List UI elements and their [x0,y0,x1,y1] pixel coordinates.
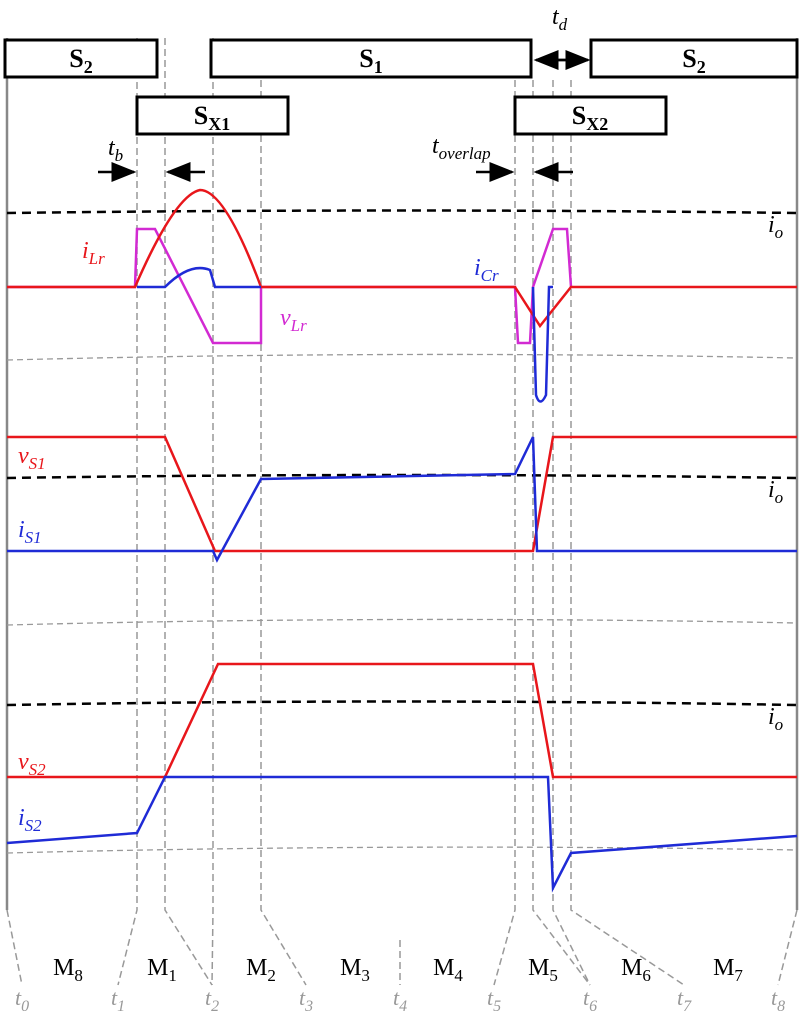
signal-label: iS2 [18,805,42,835]
interval-label: toverlap [432,133,491,163]
separator [6,353,798,361]
time-label-main: t [583,985,590,1010]
time-label: t6 [583,985,597,1015]
time-labels: t0 t1 t2 t3 t4 t5 t6 t7 t8 [15,985,785,1015]
iS2-wave [6,775,798,893]
mode-label-main: M [53,955,74,981]
mode-label: M1 [147,955,177,985]
signal-label: io [768,704,783,734]
time-label: t4 [393,985,407,1015]
vS2-wave [7,662,797,779]
mode-labels: M8 M1 M2 M3 M4 M5 M6 M7 [53,955,743,985]
vS1-wave [7,435,797,553]
time-label-sub: 0 [21,998,29,1015]
mode-label-sub: 2 [267,966,276,985]
mode-label: M2 [246,955,276,985]
time-label: t5 [487,985,501,1015]
iLr-wave [7,188,797,329]
mode-label: M6 [621,955,651,985]
mode-label-sub: 4 [454,966,463,985]
signal-label: io [768,212,783,242]
iCr-wave [137,266,553,403]
interval-arrows [98,50,591,182]
separator [6,846,798,854]
time-label-sub: 7 [683,998,692,1015]
mode-label-main: M [340,955,361,981]
time-dividers [6,38,798,986]
mode-label: M5 [528,955,558,985]
time-label: t0 [15,985,29,1015]
mode-label-main: M [528,955,549,981]
time-label-sub: 6 [589,998,597,1015]
switch-box [209,38,533,79]
time-label-sub: 1 [117,998,125,1015]
signal-label: iS1 [18,517,42,547]
iS1-wave [7,436,797,563]
mode-label: M4 [433,955,463,985]
time-label-main: t [205,985,212,1010]
switch-box [135,95,290,136]
time-label-main: t [771,985,778,1010]
switch-label: S2 [682,44,705,77]
switch-box [513,95,668,136]
time-label-sub: 3 [304,998,313,1015]
signal-label: vS1 [18,443,46,473]
time-label: t1 [111,985,125,1015]
mode-label: M7 [713,955,743,985]
switch-label: S2 [69,44,92,77]
io-line [6,209,798,215]
signal-label: vS2 [18,749,46,779]
time-label-sub: 5 [493,998,501,1015]
signal-label: vLr [280,305,307,335]
mode-label-sub: 3 [361,966,370,985]
time-label-main: t [487,985,494,1010]
time-label-main: t [15,985,22,1010]
time-label-main: t [393,985,400,1010]
signal-label: iCr [474,255,499,285]
time-label-sub: 2 [211,998,219,1015]
mode-label-sub: 1 [168,966,177,985]
interval-label: td [552,4,568,34]
time-label: t2 [205,985,219,1015]
mode-label-main: M [147,955,168,981]
mode-label-main: M [713,955,734,981]
mode-label-sub: 7 [734,966,743,985]
separator [6,618,798,626]
mode-label: M8 [53,955,83,985]
mode-label-sub: 6 [642,966,651,985]
time-label: t3 [299,985,313,1015]
mode-label-main: M [246,955,267,981]
time-label-main: t [677,985,684,1010]
time-label: t7 [677,985,692,1015]
mode-label: M3 [340,955,370,985]
mode-label-sub: 8 [74,966,83,985]
mode-label-sub: 5 [549,966,558,985]
switch-label: S1 [359,44,382,77]
time-label-sub: 8 [777,998,785,1015]
signal-label: iLr [82,238,105,268]
signal-label: io [768,477,783,507]
time-label: t8 [771,985,785,1015]
time-label-sub: 4 [399,998,407,1015]
interval-label: tb [108,135,123,165]
switch-label: SX2 [572,101,608,134]
time-label-main: t [111,985,118,1010]
switch-box [589,38,799,79]
switch-label: SX1 [194,101,230,134]
io-line [6,700,798,707]
switch-box [3,38,159,79]
mode-label-main: M [621,955,642,981]
mode-label-main: M [433,955,454,981]
time-label-main: t [299,985,306,1010]
